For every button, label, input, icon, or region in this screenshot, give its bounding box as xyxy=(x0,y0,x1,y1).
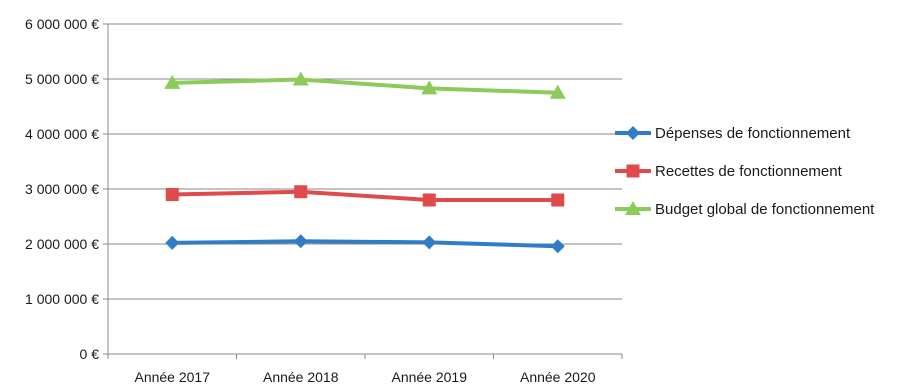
data-point xyxy=(422,193,436,207)
gridlines xyxy=(108,23,622,300)
series-line xyxy=(172,239,558,249)
series-line xyxy=(172,189,558,202)
data-point xyxy=(294,185,308,199)
legend-entry: Dépenses de fonctionnement xyxy=(615,125,851,142)
data-point xyxy=(422,235,437,250)
series-3 xyxy=(164,71,566,99)
y-tick-label: 1 000 000 € xyxy=(25,291,99,307)
legend-label: Budget global de fonctionnement xyxy=(655,201,875,218)
y-tick-label: 5 000 000 € xyxy=(25,71,99,87)
data-point xyxy=(165,188,179,201)
data-point xyxy=(292,71,309,86)
y-tick-label: 3 000 000 € xyxy=(25,181,99,197)
legend: Dépenses de fonctionnement Recettes de fo… xyxy=(615,125,875,218)
data-point xyxy=(549,84,566,99)
x-tick-label: Année 2020 xyxy=(520,369,596,385)
x-tick-label: Année 2019 xyxy=(391,369,467,385)
series-line xyxy=(172,77,558,95)
data-point xyxy=(165,235,180,250)
y-tick-label: 4 000 000 € xyxy=(25,126,99,142)
y-tick-label: 2 000 000 € xyxy=(25,236,99,252)
legend-marker xyxy=(626,126,640,140)
axes xyxy=(103,23,623,359)
data-point xyxy=(421,80,438,95)
legend-label: Recettes de fonctionnement xyxy=(655,163,843,180)
series xyxy=(164,71,566,254)
x-tick-labels: Année 2017 Année 2018 Année 2019 Année 2020 xyxy=(134,369,595,385)
x-tick-label: Année 2018 xyxy=(263,369,339,385)
data-point xyxy=(164,74,181,89)
legend-entry: Budget global de fonctionnement xyxy=(615,201,875,218)
data-point xyxy=(293,234,308,249)
data-point xyxy=(551,193,565,207)
legend-marker xyxy=(626,164,640,178)
legend-label: Dépenses de fonctionnement xyxy=(655,125,851,142)
y-tick-label: 0 € xyxy=(80,346,100,362)
series-1 xyxy=(165,234,565,254)
x-tick-label: Année 2017 xyxy=(134,369,210,385)
legend-marker xyxy=(625,201,641,215)
data-point xyxy=(550,239,565,254)
series-2 xyxy=(165,185,565,207)
legend-entry: Recettes de fonctionnement xyxy=(615,163,843,180)
y-tick-labels: 0 € 1 000 000 € 2 000 000 € 3 000 000 € 4 00… xyxy=(25,16,99,362)
y-tick-label: 6 000 000 € xyxy=(25,16,99,32)
